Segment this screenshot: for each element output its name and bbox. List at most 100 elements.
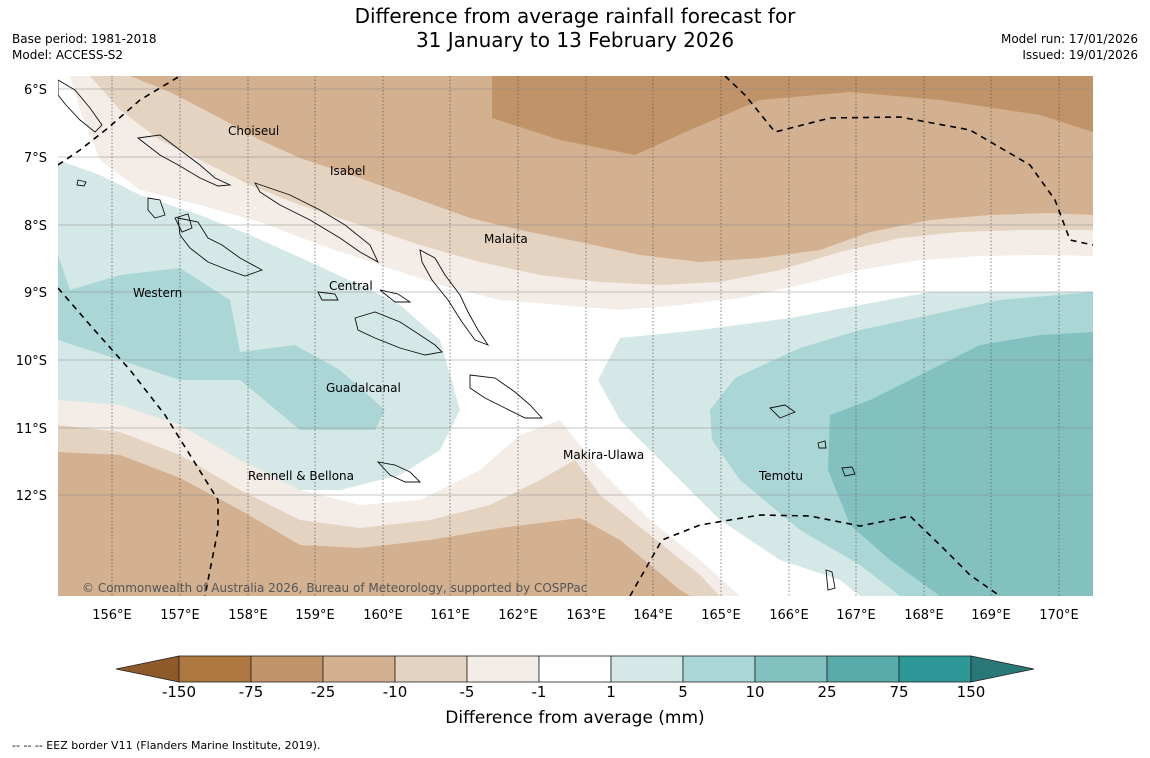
colorbar-extend-low [115,655,180,683]
colorbar-cell [322,655,396,683]
lon-tick: 170°E [1039,608,1079,623]
island-shortlands-bougainville [58,79,103,133]
colorbar-tick: 10 [745,683,765,701]
lat-tick: 8°S [24,219,47,234]
colorbar-tick: -150 [161,683,197,701]
label-malaita: Malaita [484,232,528,246]
base-period: Base period: 1981-2018 [12,32,157,46]
lon-tick: 165°E [701,608,741,623]
colorbar-cell [682,655,756,683]
island-anuta [825,569,836,591]
label-rennell-bellona: Rennell & Bellona [248,469,354,483]
lon-tick: 168°E [904,608,944,623]
colorbar-cell [610,655,684,683]
island-makira [469,374,544,419]
colorbar-cell [250,655,324,683]
colorbar-cell [538,655,612,683]
colorbar-cell [754,655,828,683]
label-choiseul: Choiseul [228,124,279,138]
colorbar-tick: 150 [956,683,986,701]
colorbar-cell [394,655,468,683]
island-nggela [317,291,339,301]
lat-tick: 10°S [16,354,47,369]
contour-band-10-to-25-east [828,332,1093,596]
island-florida [379,289,412,303]
label-western: Western [133,286,182,300]
lon-tick: 160°E [363,608,403,623]
lon-tick: 158°E [228,608,268,623]
island-vanikoro [841,466,856,477]
colorbar-tick: -25 [310,683,336,701]
graticule-lon [111,76,1060,596]
map-title: Difference from average rainfall forecas… [0,4,1150,52]
island-rennell [376,461,422,483]
title-line-1: Difference from average rainfall forecas… [354,4,796,28]
island-guadalcanal [354,311,443,356]
lon-tick: 163°E [566,608,606,623]
colorbar-tick: 1 [606,683,616,701]
label-temotu: Temotu [758,469,803,483]
metadata-left: Base period: 1981-2018 Model: ACCESS-S2 [12,31,157,63]
colorbar-tick: 5 [678,683,688,701]
colorbar-cell [826,655,900,683]
islands [58,79,856,591]
island-new-georgia [177,217,264,277]
title-line-2: 31 January to 13 February 2026 [415,28,735,52]
colorbar-tick: -75 [238,683,264,701]
lon-tick-labels: 156°E 157°E 158°E 159°E 160°E 161°E 162°… [92,608,1079,623]
colorbar-tick: -10 [382,683,408,701]
colorbar-cell [466,655,540,683]
metadata-right: Model run: 17/01/2026 Issued: 19/01/2026 [1001,31,1138,63]
lon-tick: 169°E [971,608,1011,623]
contour-band-5-to-10-west [58,255,385,430]
label-central: Central [329,279,373,293]
colorbar-cell [898,655,972,683]
map-copyright: © Commonwealth of Australia 2026, Bureau… [82,581,587,595]
label-guadalcanal: Guadalcanal [326,381,401,395]
colorbar [115,655,1035,683]
lon-tick: 156°E [92,608,132,623]
province-labels: Choiseul Isabel Malaita Western Central … [133,124,803,483]
issued-date: Issued: 19/01/2026 [1022,48,1138,62]
lon-tick: 162°E [498,608,538,623]
lon-tick: 157°E [160,608,200,623]
graticule [58,88,1093,496]
lon-tick: 161°E [430,608,470,623]
model-run: Model run: 17/01/2026 [1000,32,1138,46]
island-isabel [254,182,380,264]
lon-tick: 166°E [769,608,809,623]
island-tinakula [817,440,827,449]
eez-border-ne [724,76,1093,246]
label-makira-ulawa: Makira-Ulawa [563,448,644,462]
model-name: Model: ACCESS-S2 [12,48,124,62]
colorbar-extend-high [970,655,1035,683]
contour-band-minus75-to-minus25 [492,76,1093,155]
island-malaita [419,249,490,346]
eez-legend: -- -- -- EEZ border V11 (Flanders Marine… [12,739,321,752]
colorbar-title: Difference from average (mm) [445,708,705,728]
eez-borders [58,76,1093,596]
lat-tick: 9°S [24,286,47,301]
colorbar-tick: -1 [531,683,547,701]
lon-tick: 159°E [295,608,335,623]
lat-tick: 11°S [16,422,47,437]
colorbar-tick: -5 [459,683,475,701]
lon-tick: 167°E [836,608,876,623]
island-choiseul [136,134,232,187]
colorbar-tick: 25 [817,683,837,701]
island-kolombangara [174,213,193,233]
eez-border-sw [58,287,219,596]
lon-tick: 164°E [633,608,673,623]
label-isabel: Isabel [330,164,365,178]
colorbar-cell [178,655,252,683]
lat-tick: 7°S [24,151,47,166]
colorbar-tick: 75 [889,683,909,701]
lat-tick: 12°S [16,489,47,504]
lat-tick-labels: 6°S 7°S 8°S 9°S 10°S 11°S 12°S [16,83,47,504]
island-small [76,179,87,187]
contour-band-minus25-to-minus10-south [58,452,690,596]
island-vella-lavella [147,197,166,219]
lat-tick: 6°S [24,83,47,98]
rainfall-contours [58,76,1093,596]
